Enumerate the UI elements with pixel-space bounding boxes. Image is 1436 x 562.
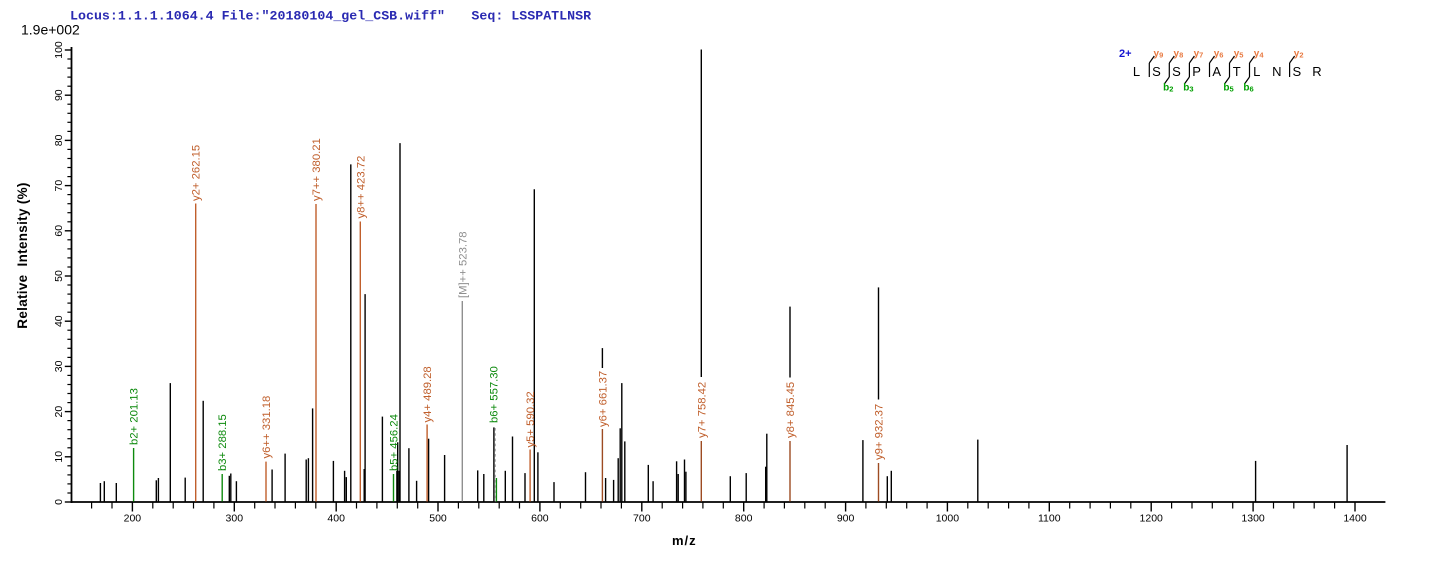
svg-text:90: 90 — [53, 89, 65, 101]
svg-text:40: 40 — [53, 315, 65, 327]
svg-text:b3+ 288.15: b3+ 288.15 — [217, 414, 229, 471]
svg-text:b3: b3 — [1183, 83, 1193, 94]
svg-text:S: S — [1172, 64, 1181, 79]
svg-text:m/z: m/z — [672, 533, 697, 548]
svg-text:y6++ 331.18: y6++ 331.18 — [261, 396, 273, 459]
svg-text:L: L — [1253, 64, 1260, 79]
svg-text:y9+ 932.37: y9+ 932.37 — [874, 404, 886, 460]
svg-text:S: S — [1292, 64, 1301, 79]
svg-text:y7: y7 — [1194, 49, 1204, 60]
svg-text:[M]++ 523.78: [M]++ 523.78 — [457, 231, 469, 298]
svg-text:1200: 1200 — [1140, 513, 1164, 525]
svg-text:70: 70 — [53, 180, 65, 192]
svg-text:y8: y8 — [1174, 49, 1184, 60]
svg-text:y6+ 661.37: y6+ 661.37 — [597, 371, 609, 427]
svg-text:A: A — [1212, 64, 1221, 79]
svg-text:100: 100 — [53, 41, 65, 59]
svg-text:b5+ 456.24: b5+ 456.24 — [389, 414, 401, 471]
svg-text:600: 600 — [531, 513, 549, 525]
svg-text:1300: 1300 — [1241, 513, 1265, 525]
svg-text:b2+ 201.13: b2+ 201.13 — [129, 388, 141, 445]
svg-text:b6: b6 — [1243, 83, 1253, 94]
svg-text:b6+ 557.30: b6+ 557.30 — [488, 366, 500, 423]
svg-text:y4+ 489.28: y4+ 489.28 — [422, 366, 434, 422]
svg-text:30: 30 — [53, 360, 65, 372]
svg-text:300: 300 — [226, 513, 244, 525]
svg-text:Seq: LSSPATLNSR: Seq: LSSPATLNSR — [471, 9, 591, 24]
svg-text:P: P — [1192, 64, 1201, 79]
svg-text:1.9e+002: 1.9e+002 — [21, 22, 80, 38]
svg-text:1400: 1400 — [1343, 513, 1367, 525]
svg-text:80: 80 — [53, 134, 65, 146]
svg-text:b5: b5 — [1223, 83, 1233, 94]
svg-text:y8+ 845.45: y8+ 845.45 — [785, 382, 797, 438]
svg-text:400: 400 — [327, 513, 345, 525]
svg-text:700: 700 — [633, 513, 651, 525]
svg-text:800: 800 — [735, 513, 753, 525]
svg-text:S: S — [1152, 64, 1161, 79]
svg-text:y7+ 758.42: y7+ 758.42 — [696, 382, 708, 438]
svg-text:1000: 1000 — [936, 513, 960, 525]
svg-text:T: T — [1233, 64, 1241, 79]
svg-text:L: L — [1133, 64, 1140, 79]
svg-text:y2: y2 — [1294, 49, 1304, 60]
svg-text:900: 900 — [837, 513, 855, 525]
svg-text:Relative Intensity (%): Relative Intensity (%) — [15, 182, 30, 328]
svg-text:200: 200 — [124, 513, 142, 525]
svg-text:Locus:1.1.1.1064.4 File:"20180: Locus:1.1.1.1064.4 File:"20180104_gel_CS… — [70, 9, 445, 24]
svg-text:b2: b2 — [1163, 83, 1173, 94]
svg-text:0: 0 — [53, 499, 65, 505]
svg-text:y2+ 262.15: y2+ 262.15 — [191, 145, 203, 201]
svg-text:60: 60 — [53, 225, 65, 237]
svg-text:y9: y9 — [1154, 49, 1164, 60]
svg-text:y7++ 380.21: y7++ 380.21 — [311, 138, 323, 201]
svg-text:50: 50 — [53, 270, 65, 282]
svg-text:y6: y6 — [1214, 49, 1224, 60]
svg-text:N: N — [1272, 64, 1281, 79]
svg-text:R: R — [1312, 64, 1321, 79]
svg-text:y8++ 423.72: y8++ 423.72 — [355, 156, 367, 219]
svg-text:y4: y4 — [1254, 49, 1265, 60]
svg-text:2+: 2+ — [1119, 48, 1132, 60]
svg-text:y5: y5 — [1234, 49, 1244, 60]
svg-text:y5+ 590.32: y5+ 590.32 — [525, 391, 537, 447]
svg-text:10: 10 — [53, 451, 65, 463]
svg-text:1100: 1100 — [1038, 513, 1061, 525]
svg-text:500: 500 — [429, 513, 447, 525]
svg-text:20: 20 — [53, 406, 65, 418]
